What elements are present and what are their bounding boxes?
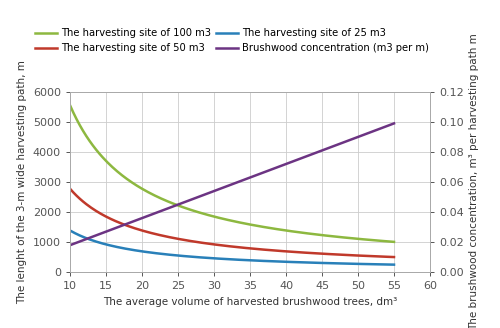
- X-axis label: The average volume of harvested brushwood trees, dm³: The average volume of harvested brushwoo…: [103, 297, 397, 307]
- Y-axis label: The brushwood concentration, m³ per harvesting path m: The brushwood concentration, m³ per harv…: [470, 34, 480, 328]
- Legend: The harvesting site of 100 m3, The harvesting site of 50 m3, The harvesting site: The harvesting site of 100 m3, The harve…: [35, 28, 429, 53]
- Y-axis label: The lenght of the 3-m wide harvesting path, m: The lenght of the 3-m wide harvesting pa…: [18, 60, 28, 304]
